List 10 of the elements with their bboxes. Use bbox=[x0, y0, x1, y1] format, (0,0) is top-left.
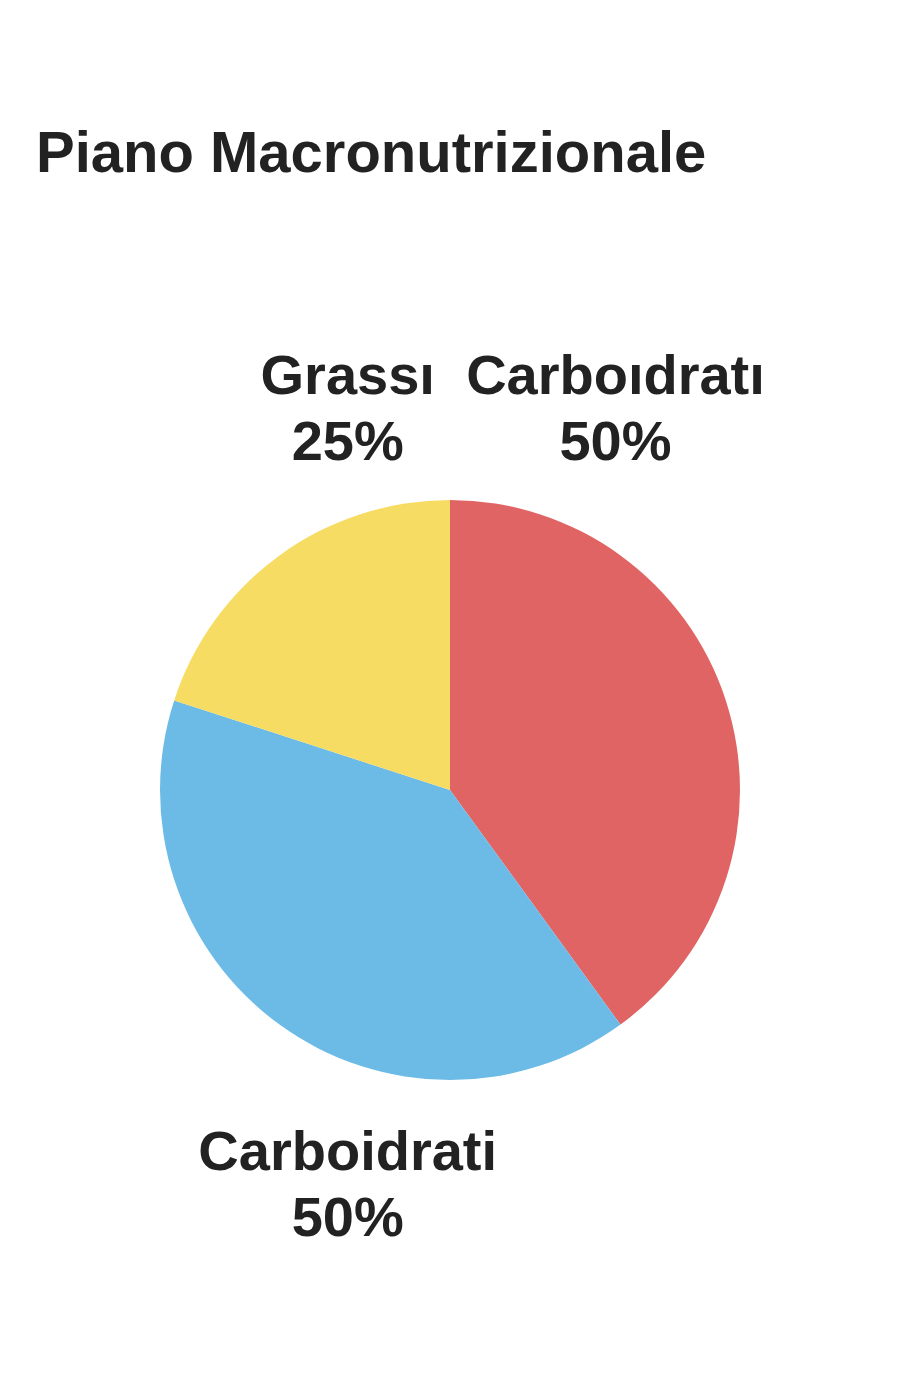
pie-slice bbox=[160, 700, 621, 1080]
pie-slice bbox=[174, 500, 450, 790]
data-label: 50% bbox=[559, 409, 672, 472]
slice-label: Grassı bbox=[260, 343, 435, 406]
slice-label: Carboıdratı bbox=[466, 343, 765, 406]
chart-title: Piano Macronutrizionale bbox=[36, 119, 707, 184]
data-label: 25% bbox=[291, 409, 404, 472]
data-label: 50% bbox=[291, 1185, 404, 1248]
pie-slice bbox=[450, 500, 740, 1025]
slice-label: Carboidrati bbox=[198, 1119, 498, 1182]
